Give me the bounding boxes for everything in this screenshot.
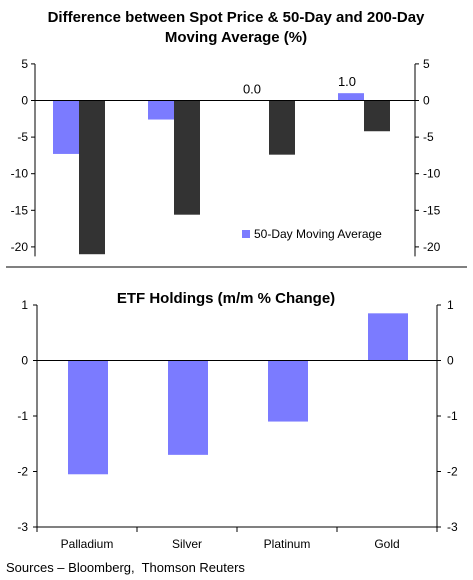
chart-etf-holdings: ETF Holdings (m/m % Change) 1 1 0 0 -1 -1 -2 -2… (17, 290, 458, 551)
tick-label-left: -15 (11, 203, 29, 217)
tick-label-left: -10 (11, 167, 29, 181)
chart-moving-average: Difference between Spot Price & 50-Day a… (11, 9, 441, 257)
tick-label-left: -5 (17, 130, 28, 144)
tick-label-right: 1 (447, 298, 454, 312)
bar-50day-gold (338, 93, 364, 101)
chart1-legend: 50-Day Moving Average (242, 227, 382, 241)
legend-swatch-50-day (242, 230, 250, 238)
bar-etf-platinum (268, 360, 308, 422)
category-label-palladium: Palladium (61, 537, 114, 551)
tick-label-left: 1 (21, 298, 28, 312)
chart1-title-line2: Moving Average (%) (165, 29, 307, 46)
tick-label-right: -3 (447, 520, 458, 534)
bar-50day-palladium (53, 100, 79, 154)
tick-label-left: -3 (17, 520, 28, 534)
chart1-title-line1: Difference between Spot Price & 50-Day a… (48, 9, 425, 26)
bar-etf-gold (368, 313, 408, 361)
tick-label-right: 0 (423, 94, 430, 108)
tick-label-right: -5 (423, 130, 434, 144)
tick-label-left: 5 (21, 57, 28, 71)
source-note: Sources – Bloomberg, Thomson Reuters (6, 560, 245, 575)
legend-label-50-day: 50-Day Moving Average (254, 227, 382, 241)
bar-200day-gold (364, 100, 390, 132)
figure: Difference between Spot Price & 50-Day a… (6, 9, 467, 551)
bar-200day-silver (174, 100, 200, 215)
tick-label-right: -1 (447, 409, 458, 423)
bar-etf-palladium (68, 360, 108, 475)
tick-label-right: 5 (423, 57, 430, 71)
tick-label-right: -20 (423, 240, 441, 254)
bar-200day-platinum (269, 100, 295, 155)
tick-label-left: 0 (21, 94, 28, 108)
tick-label-left: 0 (21, 354, 28, 368)
tick-label-left: -1 (17, 409, 28, 423)
chart2-title: ETF Holdings (m/m % Change) (117, 290, 335, 307)
tick-label-left: -2 (17, 465, 28, 479)
category-label-silver: Silver (172, 537, 202, 551)
bar-50day-silver (148, 100, 174, 120)
tick-label-right: -10 (423, 167, 441, 181)
tick-label-right: 0 (447, 354, 454, 368)
category-label-gold: Gold (374, 537, 399, 551)
data-label-gold: 1.0 (338, 74, 356, 89)
tick-label-right: -15 (423, 203, 441, 217)
category-label-platinum: Platinum (264, 537, 311, 551)
bar-etf-silver (168, 360, 208, 455)
data-label-platinum: 0.0 (243, 82, 261, 97)
tick-label-left: -20 (11, 240, 29, 254)
bar-200day-palladium (79, 100, 105, 255)
tick-label-right: -2 (447, 465, 458, 479)
